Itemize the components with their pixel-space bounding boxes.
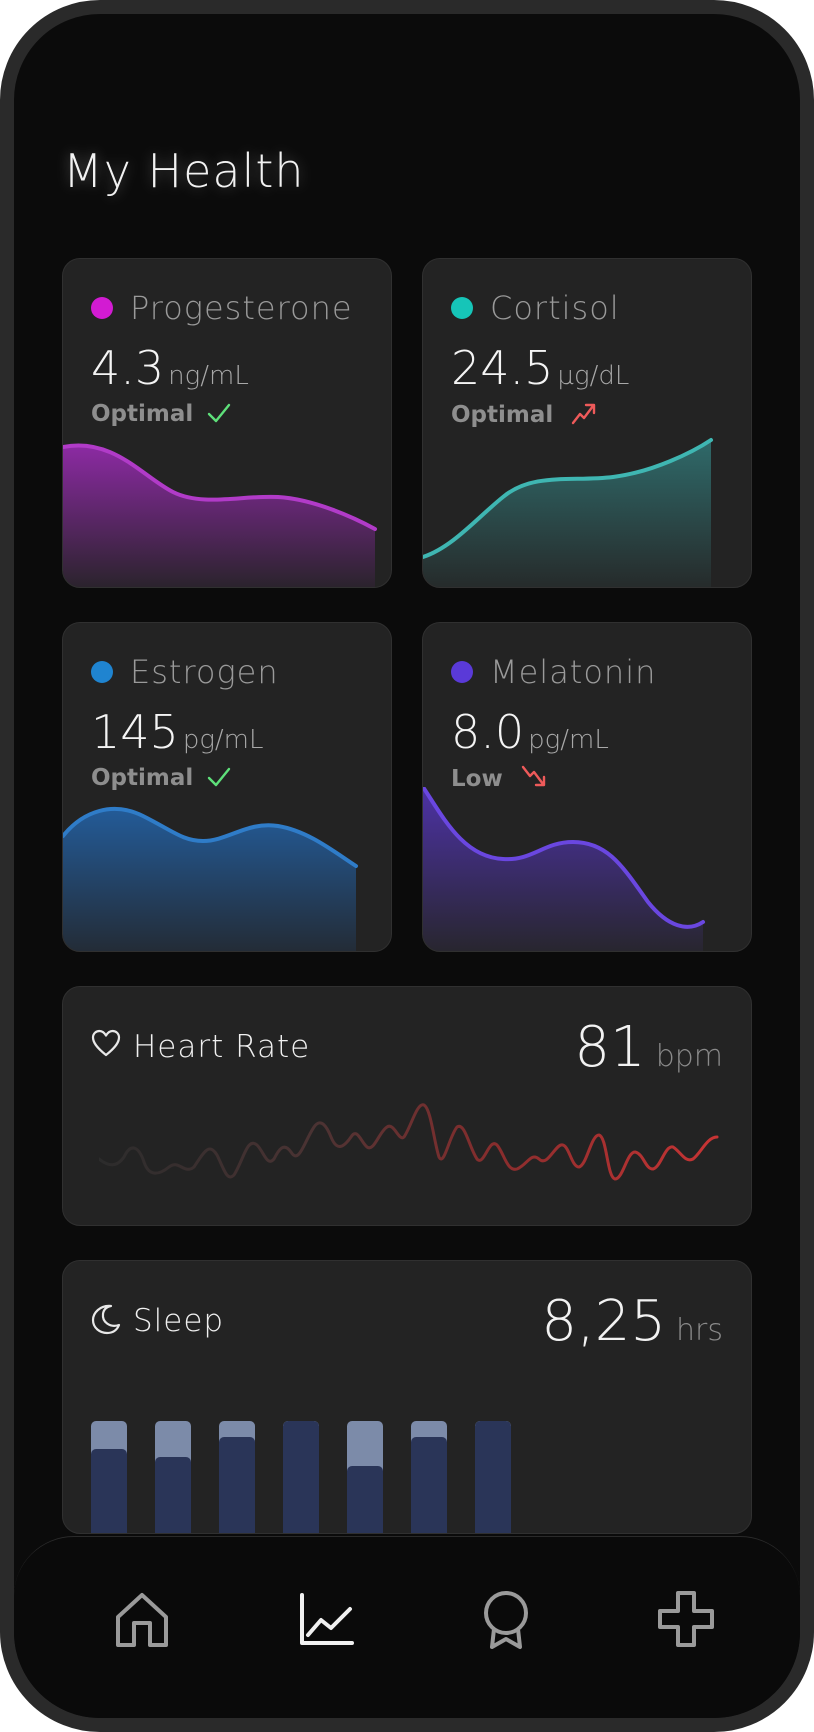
progesterone-color-dot — [91, 297, 113, 319]
sleep-bar — [155, 1421, 191, 1533]
cortisol-status-label: Optimal — [451, 402, 554, 428]
progesterone-name: Progesterone — [130, 289, 353, 327]
sleep-bar-deep-segment — [283, 1421, 319, 1533]
nav-home[interactable] — [110, 1587, 174, 1651]
sleep-bar-deep-segment — [411, 1436, 447, 1533]
progesterone-status-label: Optimal — [91, 401, 194, 427]
moon-icon — [91, 1304, 121, 1335]
heart-icon — [91, 1029, 121, 1057]
sleep-bar — [219, 1421, 255, 1533]
heart-rate-value-row: 81 bpm — [574, 1015, 723, 1080]
cortisol-value-row: 24.5 µg/dL — [451, 341, 629, 395]
estrogen-value-row: 145 pg/mL — [91, 705, 264, 759]
trend-down-icon — [521, 765, 545, 787]
sleep-bar — [411, 1421, 447, 1533]
estrogen-unit: pg/mL — [182, 725, 264, 755]
chart-icon — [300, 1593, 354, 1645]
estrogen-area-chart — [63, 806, 358, 951]
sleep-value-row: 8,25 hrs — [541, 1289, 723, 1354]
sleep-unit: hrs — [676, 1313, 723, 1348]
cortisol-area-chart — [423, 438, 713, 587]
sleep-bar-deep-segment — [155, 1456, 191, 1533]
estrogen-card[interactable]: Estrogen 145 pg/mL Optimal — [62, 622, 392, 952]
heart-rate-waveform — [99, 1103, 719, 1181]
estrogen-status: Optimal — [91, 765, 231, 791]
melatonin-value: 8.0 — [451, 705, 525, 759]
sleep-bar-deep-segment — [91, 1449, 127, 1533]
cortisol-card[interactable]: Cortisol 24.5 µg/dL Optimal — [422, 258, 752, 588]
page-title: My Health — [63, 144, 305, 198]
award-icon — [484, 1591, 528, 1649]
melatonin-name: Melatonin — [490, 653, 657, 691]
melatonin-unit: pg/mL — [528, 725, 609, 755]
sleep-bar-deep-segment — [347, 1465, 383, 1533]
nav-medical[interactable] — [654, 1587, 718, 1651]
sleep-bar — [283, 1421, 319, 1533]
nav-charts[interactable] — [294, 1587, 358, 1651]
sleep-bar — [347, 1421, 383, 1533]
sleep-label: Sleep — [133, 1303, 225, 1339]
check-icon — [208, 767, 231, 787]
cortisol-color-dot — [451, 297, 473, 319]
melatonin-value-row: 8.0 pg/mL — [451, 705, 609, 759]
sleep-bar — [91, 1421, 127, 1533]
cortisol-status: Optimal — [451, 401, 597, 428]
progesterone-area-chart — [63, 443, 377, 587]
cortisol-value: 24.5 — [451, 341, 554, 395]
heart-rate-card[interactable]: Heart Rate 81 bpm — [62, 986, 752, 1226]
heart-rate-value: 81 — [574, 1015, 646, 1080]
melatonin-card[interactable]: Melatonin 8.0 pg/mL Low — [422, 622, 752, 952]
melatonin-status-label: Low — [451, 766, 503, 792]
estrogen-name: Estrogen — [130, 653, 279, 691]
progesterone-card[interactable]: Progesterone 4.3 ng/mL Optimal — [62, 258, 392, 588]
check-icon — [208, 403, 231, 423]
sleep-bar — [475, 1421, 511, 1533]
melatonin-color-dot — [451, 661, 473, 683]
heart-rate-unit: bpm — [655, 1039, 723, 1074]
melatonin-area-chart — [423, 787, 705, 951]
estrogen-status-label: Optimal — [91, 765, 194, 791]
home-icon — [116, 1593, 168, 1647]
sleep-value: 8,25 — [541, 1289, 667, 1354]
bottom-nav — [14, 1536, 800, 1718]
medical-cross-icon — [658, 1591, 714, 1647]
cortisol-name: Cortisol — [490, 289, 620, 327]
nav-awards[interactable] — [474, 1587, 538, 1651]
estrogen-value: 145 — [91, 705, 179, 759]
melatonin-status: Low — [451, 765, 547, 792]
trend-up-icon — [572, 403, 596, 425]
estrogen-color-dot — [91, 661, 113, 683]
progesterone-value-row: 4.3 ng/mL — [91, 341, 249, 395]
sleep-bar-deep-segment — [219, 1436, 255, 1533]
heart-rate-label: Heart Rate — [133, 1029, 311, 1065]
progesterone-value: 4.3 — [91, 341, 165, 395]
sleep-bar-deep-segment — [475, 1421, 511, 1533]
cortisol-unit: µg/dL — [557, 361, 630, 391]
sleep-bar-chart — [91, 1421, 511, 1533]
progesterone-unit: ng/mL — [168, 361, 249, 391]
progesterone-status: Optimal — [91, 401, 231, 427]
sleep-card[interactable]: Sleep 8,25 hrs — [62, 1260, 752, 1534]
